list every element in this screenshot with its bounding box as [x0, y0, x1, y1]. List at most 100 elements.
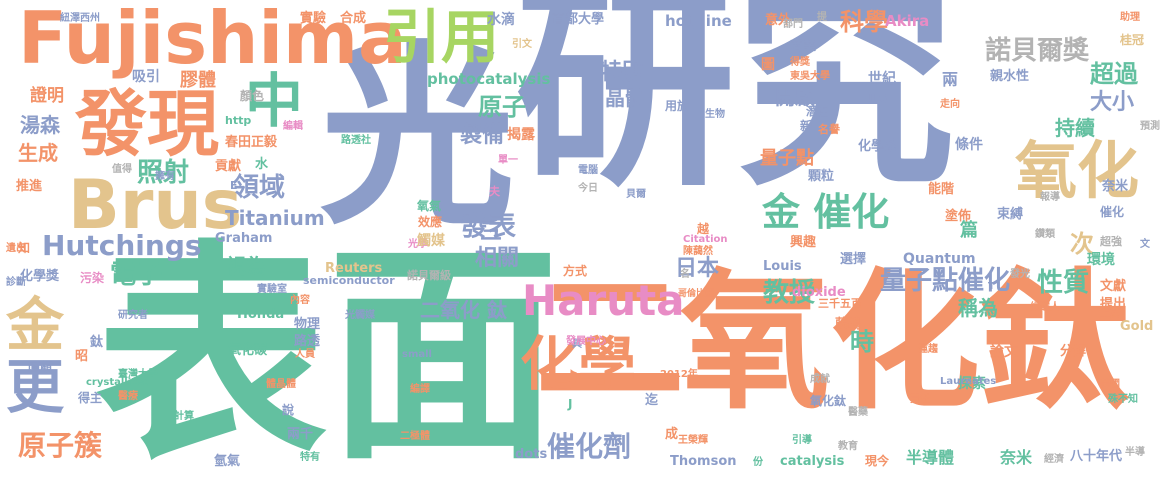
- cloud-word: 科學: [840, 8, 888, 36]
- cloud-word: 責任: [910, 394, 930, 405]
- cloud-word: 經濟: [1044, 454, 1064, 465]
- cloud-word: 王榮輝: [678, 435, 708, 446]
- cloud-word: 值得: [112, 164, 132, 175]
- cloud-word: Brus: [68, 166, 243, 245]
- cloud-word: small: [402, 349, 432, 360]
- cloud-word: 引用: [383, 3, 500, 71]
- cloud-word: 中: [245, 67, 304, 135]
- cloud-word: Akira: [885, 12, 930, 30]
- cloud-word: 揭露: [507, 127, 535, 143]
- cloud-word: 顆粒: [808, 169, 835, 184]
- cloud-word: 首都大學: [552, 12, 605, 27]
- cloud-word: 兩千: [287, 427, 314, 442]
- cloud-word: 份: [753, 457, 763, 468]
- cloud-word: 越: [697, 222, 710, 236]
- cloud-word: Thomson: [670, 454, 737, 469]
- cloud-word: 遺出: [6, 243, 26, 254]
- cloud-word: 紐澤西州: [60, 13, 100, 24]
- cloud-word: 諾貝爾級: [407, 269, 451, 282]
- cloud-word: 名: [680, 269, 690, 280]
- cloud-word: semiconductor: [303, 274, 395, 287]
- cloud-word: 視為: [226, 254, 266, 278]
- cloud-word: 單一: [498, 155, 518, 166]
- cloud-word: 合成: [340, 11, 367, 26]
- cloud-word: 日本: [675, 256, 720, 281]
- cloud-word: 醫藥: [848, 407, 868, 418]
- cloud-word: 環境: [1087, 252, 1115, 268]
- cloud-word: 化學獎: [20, 269, 60, 284]
- cloud-word: 原子: [478, 93, 526, 121]
- cloud-word: 回顧: [28, 360, 53, 374]
- cloud-word: 名譽: [818, 123, 840, 136]
- cloud-word: 編譯: [410, 384, 430, 395]
- cloud-word: 運趨: [918, 344, 938, 355]
- cloud-word: Quantum: [903, 251, 976, 267]
- cloud-word: 預測: [1140, 121, 1160, 132]
- cloud-word: 具: [572, 339, 582, 350]
- cloud-word: 塗佈: [945, 209, 972, 224]
- cloud-word: 化學系: [858, 139, 898, 154]
- cloud-word: 內容: [290, 295, 310, 306]
- cloud-word: Gold: [1120, 319, 1154, 334]
- cloud-word: 候選人: [1030, 302, 1060, 313]
- cloud-word: 湯森: [20, 113, 60, 137]
- cloud-word: Laureates: [940, 376, 997, 387]
- cloud-word: 更: [6, 353, 65, 421]
- cloud-word: catalysis: [780, 454, 845, 469]
- cloud-word: 選擇: [840, 252, 867, 267]
- cloud-word: 能階: [928, 182, 955, 197]
- cloud-word: http: [225, 114, 252, 127]
- cloud-word: 今日: [578, 183, 598, 194]
- cloud-word: 體晶體: [266, 379, 296, 390]
- cloud-word: 研究者: [118, 310, 148, 321]
- cloud-word: Louis: [763, 259, 802, 274]
- cloud-word: 二極體: [400, 431, 430, 442]
- cloud-word: 文獻: [1100, 279, 1127, 294]
- cloud-word: 得獎: [790, 57, 810, 68]
- cloud-word: 醫療: [118, 391, 138, 402]
- cloud-word: 貝爾: [626, 189, 646, 200]
- cloud-word: dots: [515, 447, 548, 462]
- cloud-word: 說: [282, 403, 295, 417]
- cloud-word: 提: [817, 12, 827, 23]
- cloud-word: 藤嶋: [835, 317, 862, 332]
- cloud-word: 氧化: [1015, 134, 1140, 207]
- cloud-word: 發光: [1010, 269, 1030, 280]
- cloud-word: 教育: [838, 441, 858, 452]
- cloud-word: 氧氣: [417, 199, 442, 213]
- cloud-word: Reuters: [325, 261, 383, 276]
- cloud-word: 次: [1070, 230, 1094, 258]
- cloud-word: 效應: [418, 215, 443, 229]
- cloud-word: 鑽類: [1035, 229, 1055, 240]
- cloud-word: T: [988, 281, 995, 292]
- cloud-word: 水: [255, 157, 269, 172]
- cloud-word: 氧化鈦: [810, 394, 847, 408]
- cloud-word: 特有: [300, 452, 320, 463]
- cloud-word: 用於: [665, 99, 690, 113]
- cloud-word: 路透: [294, 334, 321, 349]
- cloud-word: 氧化鈦: [680, 256, 1131, 430]
- cloud-word: Haruta: [522, 276, 685, 325]
- cloud-word: 二: [535, 253, 686, 427]
- cloud-word: photocatalysis: [427, 70, 551, 88]
- cloud-word: 2012年: [660, 369, 698, 380]
- cloud-word: 夫: [489, 185, 500, 198]
- cloud-word: Hutchings: [42, 229, 202, 262]
- cloud-word: 量子點催化: [880, 266, 1011, 296]
- cloud-word: 昭: [75, 349, 89, 364]
- cloud-word: Honda: [237, 307, 285, 322]
- cloud-word: crystallites: [86, 377, 149, 388]
- cloud-word: 研究: [515, 0, 956, 216]
- cloud-word: 催化: [1100, 205, 1125, 219]
- cloud-word: 知: [18, 241, 31, 255]
- cloud-word: 教授: [763, 278, 816, 308]
- cloud-word: 時: [850, 328, 874, 356]
- cloud-word: 表面: [95, 221, 560, 482]
- cloud-word: Titanium: [225, 206, 325, 230]
- cloud-word: 發展中心: [566, 336, 606, 347]
- cloud-word: Citation: [683, 234, 728, 245]
- cloud-word: 觸媒: [417, 233, 445, 249]
- cloud-word: 人員: [295, 349, 315, 360]
- cloud-word: 照射: [137, 158, 190, 188]
- cloud-word: 實驗室: [257, 284, 287, 295]
